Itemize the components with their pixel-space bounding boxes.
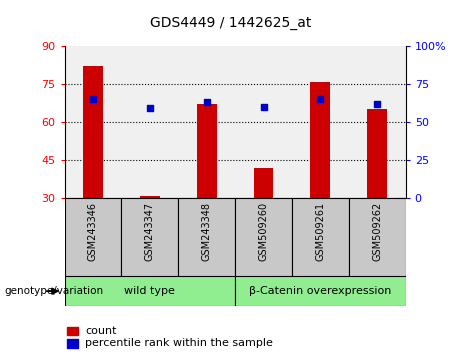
- Text: GSM243347: GSM243347: [145, 202, 155, 261]
- Bar: [67, 339, 78, 348]
- Point: [260, 104, 267, 110]
- Point: [203, 99, 210, 105]
- Bar: [178, 198, 235, 276]
- Point: [317, 96, 324, 102]
- Bar: [121, 198, 178, 276]
- Bar: [235, 276, 406, 306]
- Text: GSM243348: GSM243348: [201, 202, 212, 261]
- Bar: [197, 104, 217, 198]
- Bar: [65, 198, 121, 276]
- Text: GSM509261: GSM509261: [315, 202, 325, 261]
- Bar: [310, 81, 331, 198]
- Text: count: count: [85, 326, 117, 336]
- Text: percentile rank within the sample: percentile rank within the sample: [85, 338, 273, 348]
- Text: GSM509262: GSM509262: [372, 202, 382, 261]
- Point: [89, 96, 97, 102]
- Bar: [367, 109, 387, 198]
- Text: wild type: wild type: [124, 286, 175, 296]
- Text: GDS4449 / 1442625_at: GDS4449 / 1442625_at: [150, 16, 311, 30]
- Bar: [67, 327, 78, 335]
- Bar: [292, 198, 349, 276]
- Text: GSM509260: GSM509260: [259, 202, 269, 261]
- Point: [373, 101, 381, 107]
- Bar: [235, 198, 292, 276]
- Bar: [140, 196, 160, 198]
- Bar: [254, 168, 273, 198]
- Text: genotype/variation: genotype/variation: [5, 286, 104, 296]
- Bar: [65, 276, 235, 306]
- Text: β-Catenin overexpression: β-Catenin overexpression: [249, 286, 391, 296]
- Text: GSM243346: GSM243346: [88, 202, 98, 261]
- Point: [146, 105, 154, 111]
- Bar: [349, 198, 406, 276]
- Bar: [83, 66, 103, 198]
